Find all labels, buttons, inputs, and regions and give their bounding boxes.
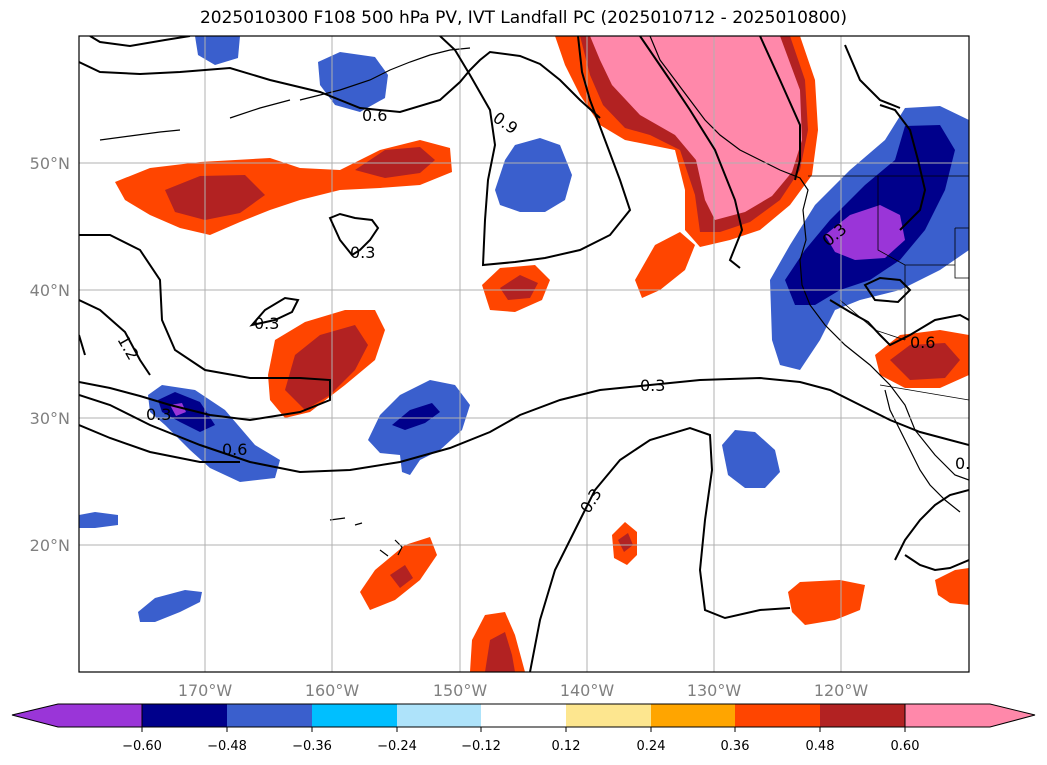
coastlines	[99, 36, 969, 557]
contour-label: 0.3	[350, 243, 375, 262]
lon-label: 120°W	[814, 681, 869, 700]
contour-label: 0.	[955, 454, 970, 473]
colorbar-tick-label: −0.24	[377, 739, 417, 754]
lon-label: 150°W	[433, 681, 488, 700]
colorbar-tick-label: 0.12	[552, 739, 581, 754]
colorbar-tick-label: 0.48	[806, 739, 835, 754]
positive-anomaly-shading	[115, 36, 969, 672]
colorbar-segment	[312, 704, 397, 727]
lon-label: 160°W	[305, 681, 360, 700]
lat-label: 30°N	[30, 409, 70, 428]
colorbar-tick-label: 0.36	[721, 739, 750, 754]
colorbar-tick-label: −0.60	[122, 739, 162, 754]
contour-label: 0.3	[640, 376, 665, 395]
colorbar-segment	[651, 704, 735, 727]
negative-anomaly-shading	[79, 36, 969, 622]
colorbar-segment	[397, 704, 481, 727]
colorbar-extend-max	[904, 703, 1036, 728]
lon-labels: 170°W 160°W 150°W 140°W 130°W 120°W	[178, 681, 869, 700]
colorbar-tick-label: 0.24	[637, 739, 666, 754]
contour-label: 0.3	[254, 314, 279, 333]
colorbar-segment	[820, 704, 905, 727]
contour-label: 0.6	[362, 106, 387, 125]
contour-lines	[79, 36, 969, 672]
colorbar-tick-label: −0.12	[461, 739, 501, 754]
colorbar: −0.60 −0.48 −0.36 −0.24 −0.12 0.12 0.24 …	[11, 703, 1036, 754]
lat-label: 50°N	[30, 154, 70, 173]
lat-label: 40°N	[30, 281, 70, 300]
map-title: 2025010300 F108 500 hPa PV, IVT Landfall…	[199, 8, 847, 28]
colorbar-tick-label: −0.48	[207, 739, 247, 754]
contour-label: 0.6	[222, 440, 247, 459]
contour-label: 0.6	[910, 333, 935, 352]
colorbar-tick-label: 0.60	[891, 739, 920, 754]
colorbar-segment	[227, 704, 312, 727]
lon-label: 170°W	[178, 681, 233, 700]
lon-label: 140°W	[560, 681, 615, 700]
map-area: 0.6 0.9 0.3 0.3 1.2 0.3 0.6 0.3 0.3 0.3 …	[79, 36, 970, 672]
contour-label: 0.3	[146, 405, 171, 424]
colorbar-extend-min	[11, 703, 143, 728]
contour-labels: 0.6 0.9 0.3 0.3 1.2 0.3 0.6 0.3 0.3 0.3 …	[114, 106, 970, 517]
lat-label: 20°N	[30, 536, 70, 555]
colorbar-tick-label: −0.36	[292, 739, 332, 754]
lat-labels: 50°N 40°N 30°N 20°N	[30, 154, 70, 555]
colorbar-segment	[566, 704, 651, 727]
colorbar-segment	[481, 704, 566, 727]
map-frame	[78, 35, 970, 673]
colorbar-segment	[735, 704, 820, 727]
lon-label: 130°W	[687, 681, 742, 700]
colorbar-segment	[142, 704, 227, 727]
